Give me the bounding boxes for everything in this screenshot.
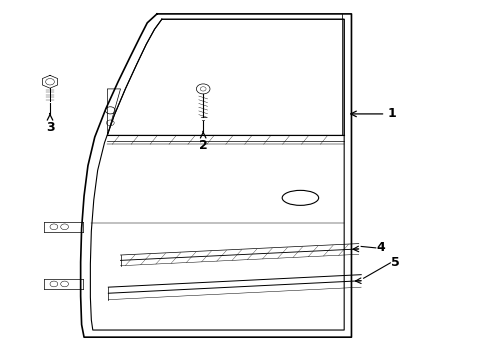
Text: 4: 4 xyxy=(376,241,385,255)
Text: 1: 1 xyxy=(387,107,396,120)
Text: 3: 3 xyxy=(45,121,54,134)
Text: 2: 2 xyxy=(199,139,207,152)
Text: 5: 5 xyxy=(390,256,399,269)
